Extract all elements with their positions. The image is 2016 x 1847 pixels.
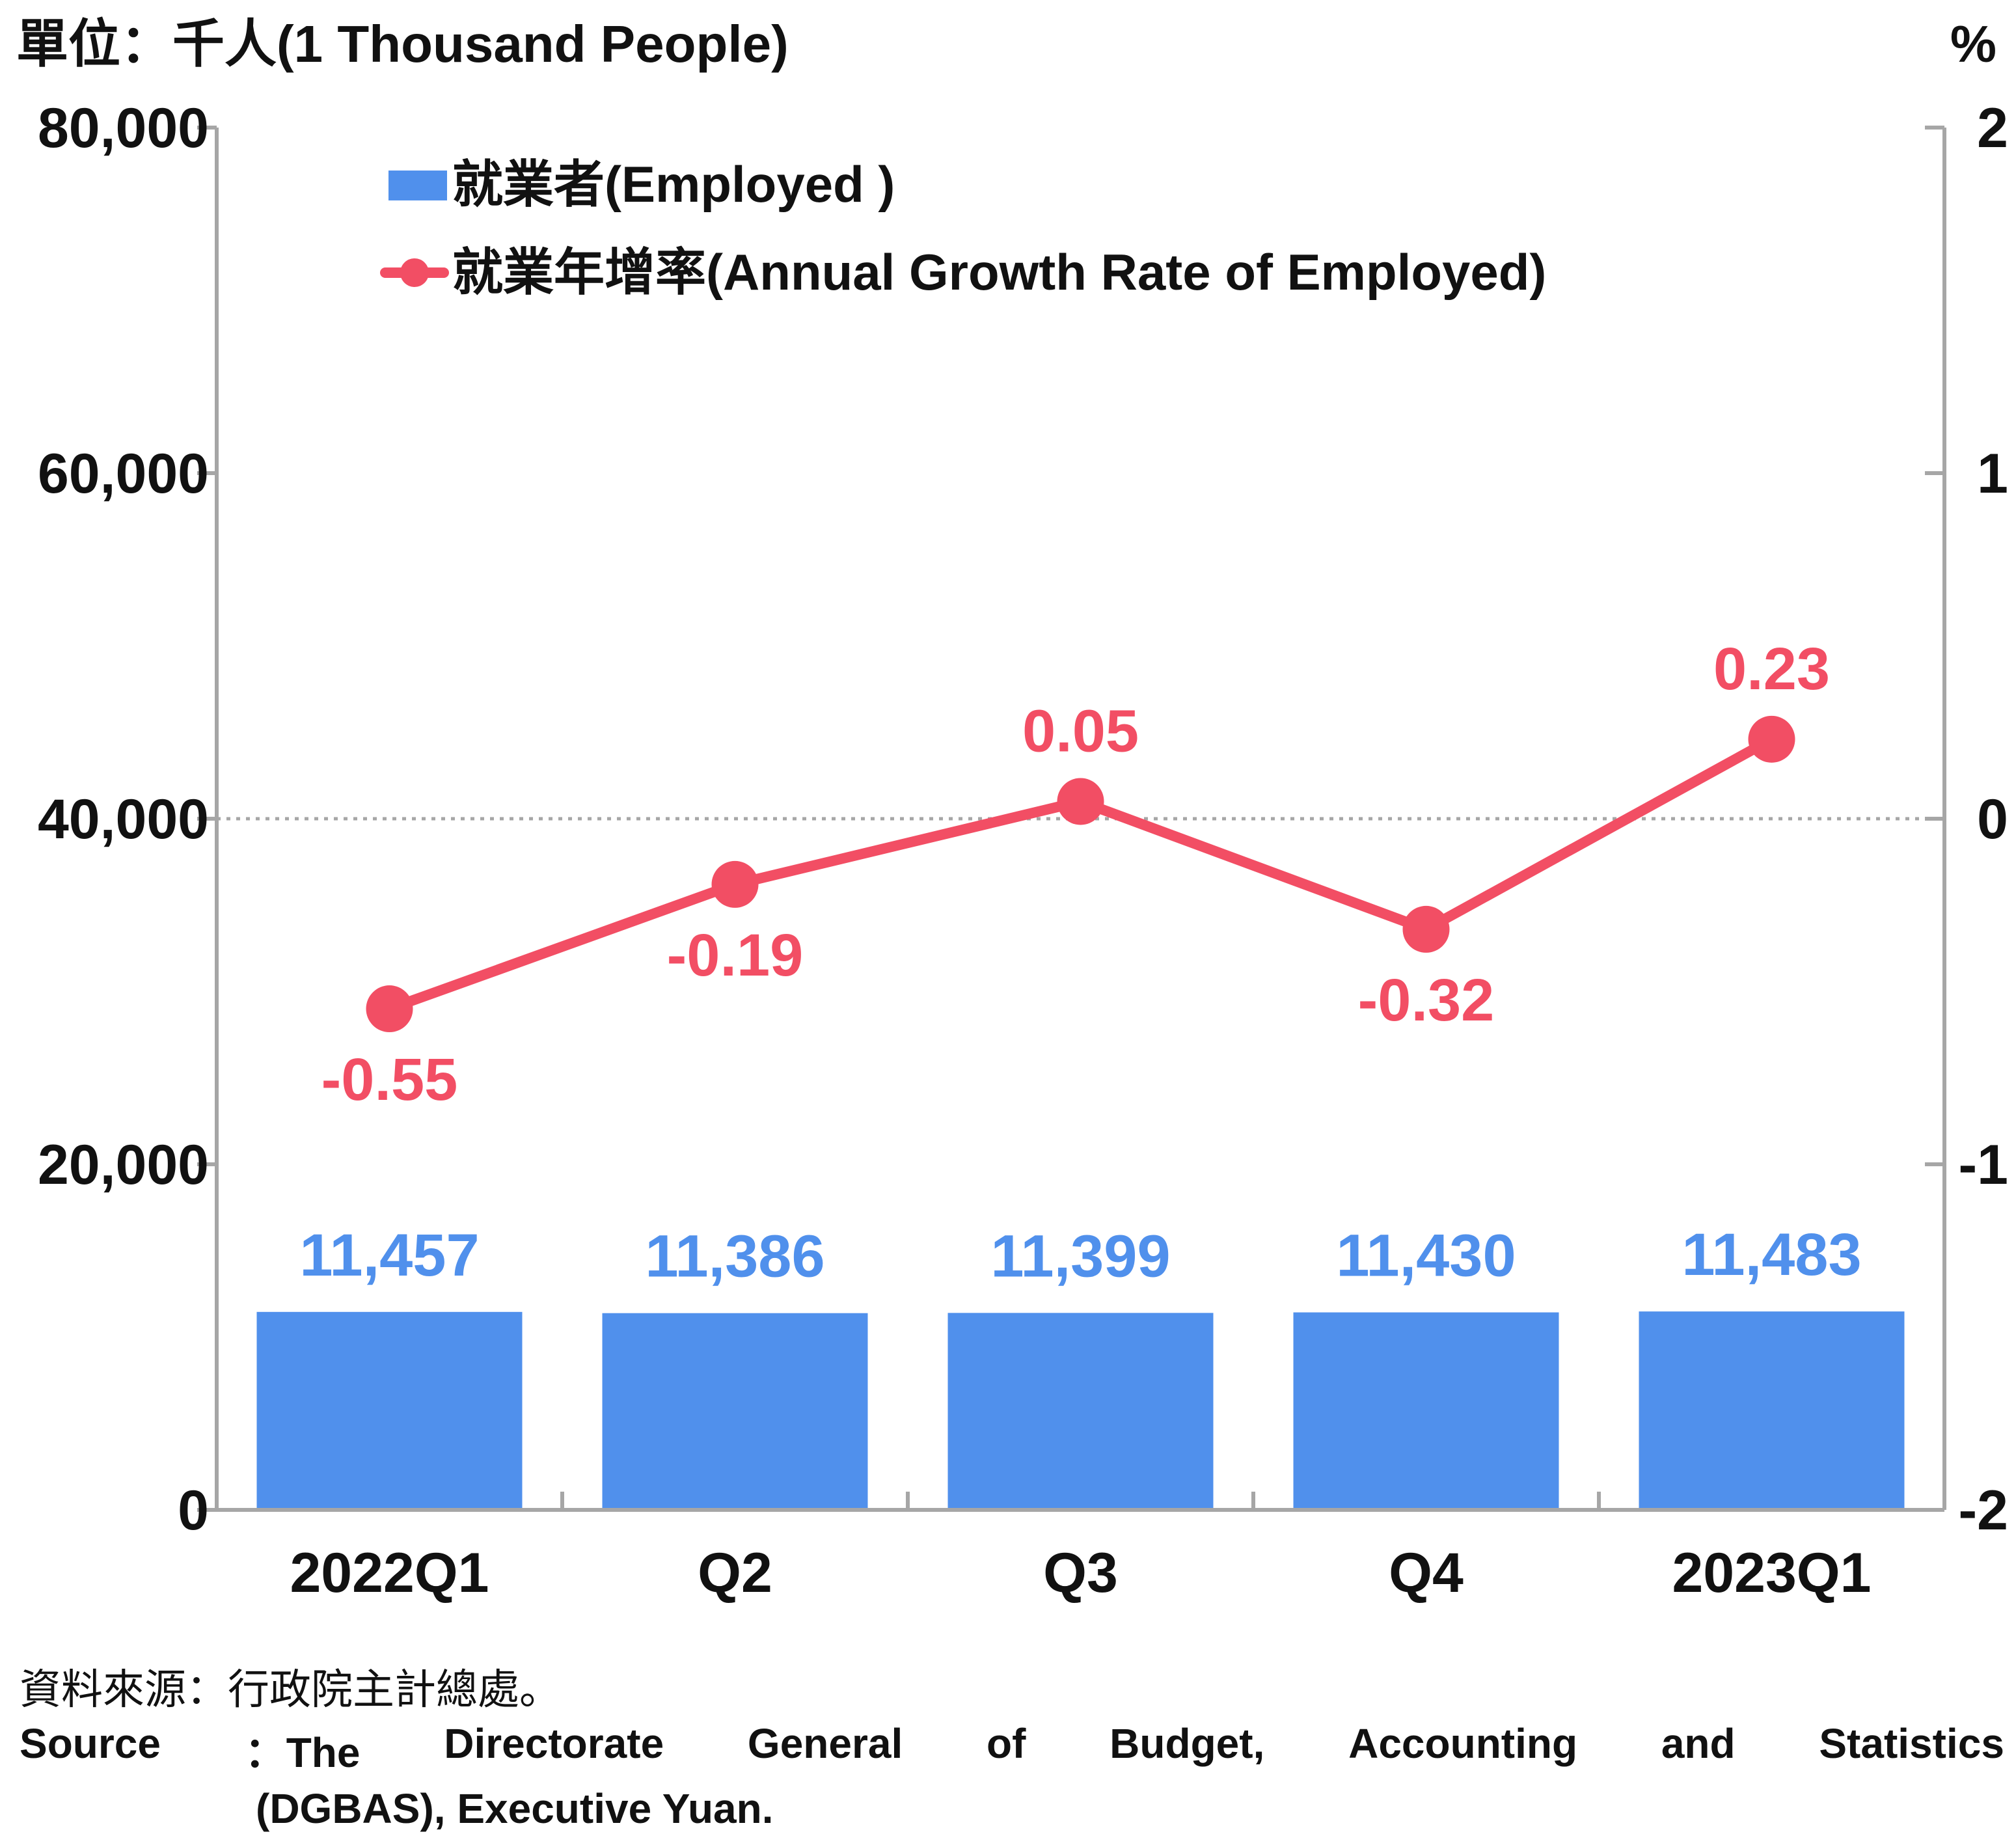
y-right-tick-label: -2 <box>1959 1479 2008 1542</box>
source-word: Statistics <box>1819 1720 2004 1767</box>
source-word: and <box>1661 1720 1736 1767</box>
source-word: Accounting <box>1348 1720 1578 1767</box>
source-word: Budget, <box>1110 1720 1265 1767</box>
x-tick-label: 2023Q1 <box>1672 1542 1871 1604</box>
x-tick-label: Q3 <box>1043 1542 1118 1604</box>
x-tick-label: Q4 <box>1389 1542 1464 1604</box>
legend-line-label: 就業年增率(Annual Growth Rate of Employed) <box>452 243 1546 301</box>
bar-2023Q1 <box>1639 1311 1905 1510</box>
y-left-tick-label: 60,000 <box>38 443 209 505</box>
y-right-tick-label: 1 <box>1977 443 2008 505</box>
x-tick-label: Q2 <box>698 1542 772 1604</box>
y-left-tick-label: 0 <box>178 1479 209 1542</box>
growth-value-label: -0.19 <box>667 922 804 989</box>
growth-value-label: 0.05 <box>1022 698 1139 764</box>
source-word: General <box>747 1720 903 1767</box>
growth-value-label: 0.23 <box>1713 636 1830 702</box>
source-note-zh: 資料來源：行政院主計總處。 <box>20 1666 561 1713</box>
growth-point-Q2 <box>711 860 759 908</box>
growth-point-2023Q1 <box>1748 715 1795 763</box>
growth-point-2022Q1 <box>366 985 413 1033</box>
legend: 就業者(Employed ) 就業年增率(Annual Growth Rate … <box>380 156 1546 301</box>
bar-value-label: 11,430 <box>1336 1223 1516 1289</box>
y-right-tick-label: -1 <box>1959 1134 2008 1196</box>
growth-point-Q3 <box>1057 778 1104 825</box>
bar-2022Q1 <box>256 1311 523 1510</box>
bar-value-label: 11,483 <box>1682 1222 1861 1288</box>
unit-label-left: 單位：千人(1 Thousand People) <box>16 15 789 73</box>
y-left-tick-label: 80,000 <box>38 97 209 159</box>
plot-area: 11,457 11,386 11,399 11,430 11,483 0 20,000 40,… <box>38 97 2008 1604</box>
source-note-en-line2: (DGBAS), Executive Yuan. <box>256 1785 774 1832</box>
source-word: of <box>987 1720 1026 1767</box>
y-left-tick-label: 20,000 <box>38 1134 209 1196</box>
growth-value-label: -0.32 <box>1358 967 1495 1033</box>
bar-value-label: 11,457 <box>299 1222 479 1289</box>
growth-value-label: -0.55 <box>321 1047 458 1113</box>
y-left-tick-label: 40,000 <box>38 788 209 851</box>
y-right-tick-label: 2 <box>1977 97 2008 159</box>
source-word: Directorate <box>444 1720 664 1767</box>
bar-value-label: 11,399 <box>990 1223 1170 1289</box>
bar-Q4 <box>1293 1312 1559 1510</box>
legend-bar-label: 就業者(Employed ) <box>452 156 895 213</box>
y-right-tick-label: 0 <box>1977 788 2008 851</box>
bar-value-label: 11,386 <box>645 1224 824 1290</box>
bar-Q3 <box>947 1313 1214 1510</box>
source-word: Source <box>20 1720 161 1767</box>
source-note-en-line1: Source ：The Directorate General of Budget, Acc… <box>20 1719 2004 1779</box>
x-tick-label: 2022Q1 <box>290 1542 489 1604</box>
legend-line-marker <box>400 258 429 287</box>
legend-bar-swatch <box>388 171 447 200</box>
bar-Q2 <box>602 1313 868 1510</box>
source-word: ：The <box>244 1729 361 1776</box>
growth-point-Q4 <box>1402 905 1450 953</box>
unit-label-right: % <box>1950 15 1996 73</box>
